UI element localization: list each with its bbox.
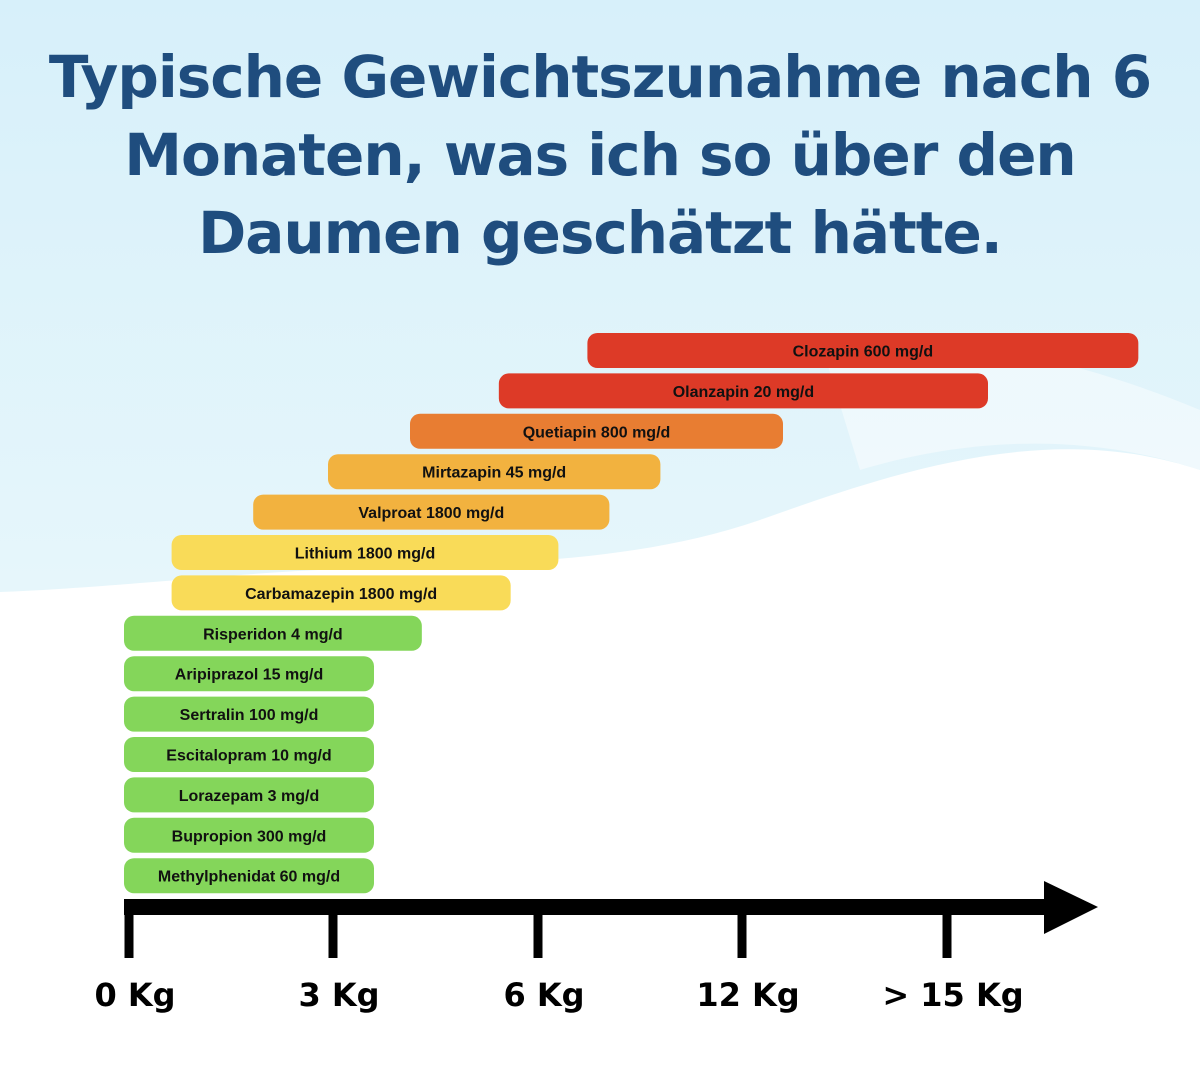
bar-label: Mirtazapin 45 mg/d [422, 465, 566, 482]
bar-label: Methylphenidat 60 mg/d [158, 869, 340, 886]
bar [410, 413, 783, 449]
bar-group: Sertralin 100 mg/d [124, 696, 374, 732]
chart-title: Typische Gewichtszunahme nach 6 Monaten,… [48, 43, 1152, 267]
bar [171, 575, 511, 611]
bar [328, 454, 661, 490]
bar-label: Sertralin 100 mg/d [180, 707, 319, 724]
bar-label: Quetiapin 800 mg/d [523, 424, 671, 441]
bar-group: Lorazepam 3 mg/d [124, 777, 374, 813]
tick-mark [124, 905, 134, 958]
x-ticks: 0 Kg 3 Kg 6 Kg 12 Kg > 15 Kg [94, 905, 1024, 1014]
tick-mark [328, 905, 338, 958]
tick-mark [737, 905, 747, 958]
bar [171, 535, 559, 570]
bar [124, 737, 374, 772]
bar [124, 696, 374, 732]
bar [124, 858, 374, 894]
tick-label: 3 Kg [298, 976, 379, 1014]
bar-label: Carbamazepin 1800 mg/d [245, 586, 437, 603]
axis-arrowhead [1044, 881, 1098, 934]
x-axis [124, 881, 1098, 934]
bar [498, 373, 988, 409]
bar-group: Methylphenidat 60 mg/d [124, 858, 374, 894]
bar-label: Clozapin 600 mg/d [793, 344, 933, 361]
tick-mark [942, 905, 952, 958]
bar-label: Lorazepam 3 mg/d [179, 788, 319, 805]
bar [124, 615, 422, 651]
bar-label: Risperidon 4 mg/d [203, 626, 343, 643]
tick-label: 12 Kg [696, 976, 799, 1014]
bar [124, 656, 374, 692]
bar-label: Olanzapin 20 mg/d [673, 384, 814, 401]
bar [124, 817, 374, 853]
bar-label: Escitalopram 10 mg/d [166, 748, 331, 765]
bar-group: Aripiprazol 15 mg/d [124, 656, 374, 692]
bar-group: Carbamazepin 1800 mg/d [171, 575, 511, 611]
tick-label: > 15 Kg [882, 976, 1023, 1014]
tick-label: 6 Kg [503, 976, 584, 1014]
bar-label: Bupropion 300 mg/d [172, 828, 327, 845]
bar-group: Risperidon 4 mg/d [124, 615, 422, 651]
bar-group: Olanzapin 20 mg/d [498, 373, 988, 409]
bar-group: Escitalopram 10 mg/d [124, 737, 374, 772]
bar-label: Valproat 1800 mg/d [358, 505, 504, 522]
bar-group: Valproat 1800 mg/d [253, 494, 610, 530]
bar [587, 333, 1139, 368]
bar-group: Lithium 1800 mg/d [171, 535, 559, 570]
bar [124, 777, 374, 813]
bar-group: Mirtazapin 45 mg/d [328, 454, 661, 490]
bar [253, 494, 610, 530]
bar-group: Quetiapin 800 mg/d [410, 413, 783, 449]
bars-layer: Clozapin 600 mg/d Olanzapin 20 mg/d Quetia… [124, 333, 1139, 894]
bar-label: Aripiprazol 15 mg/d [175, 667, 323, 684]
tick-mark [533, 905, 543, 958]
bar-group: Bupropion 300 mg/d [124, 817, 374, 853]
tick-label: 0 Kg [94, 976, 175, 1014]
bar-group: Clozapin 600 mg/d [587, 333, 1139, 368]
bar-label: Lithium 1800 mg/d [295, 546, 435, 563]
axis-line [124, 899, 1058, 915]
